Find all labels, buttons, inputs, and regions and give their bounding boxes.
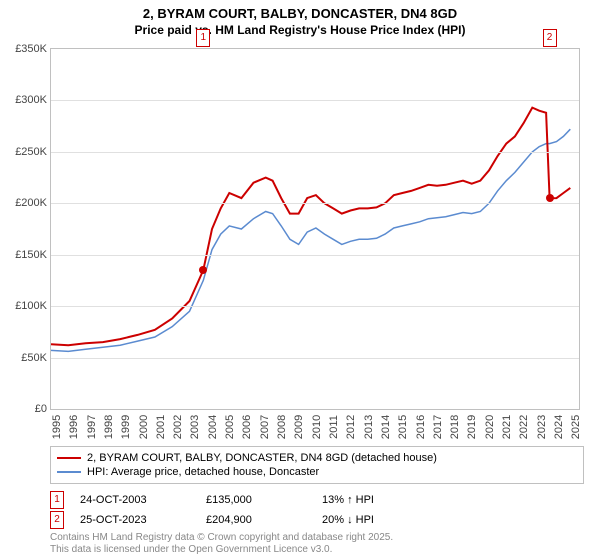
x-axis-label: 1996 xyxy=(68,415,80,439)
x-axis-label: 2020 xyxy=(484,415,496,439)
x-axis-label: 2012 xyxy=(345,415,357,439)
x-axis-label: 2017 xyxy=(432,415,444,439)
y-axis-label: £200K xyxy=(3,197,47,209)
x-axis-label: 2014 xyxy=(380,415,392,439)
legend-swatch xyxy=(57,471,81,473)
x-axis-label: 2018 xyxy=(449,415,461,439)
footer-line-1: Contains HM Land Registry data © Crown c… xyxy=(50,532,393,544)
legend-label: HPI: Average price, detached house, Donc… xyxy=(87,466,319,478)
legend-swatch xyxy=(57,457,81,459)
x-axis-label: 2010 xyxy=(311,415,323,439)
gridline xyxy=(51,152,579,153)
x-axis-label: 2003 xyxy=(189,415,201,439)
x-axis-label: 2015 xyxy=(397,415,409,439)
x-axis-label: 2011 xyxy=(328,415,340,439)
sale-date: 24-OCT-2003 xyxy=(80,494,190,506)
sale-delta: 20% ↓ HPI xyxy=(322,514,374,526)
x-axis-label: 2019 xyxy=(466,415,478,439)
x-axis-label: 2021 xyxy=(501,415,513,439)
x-axis-label: 2023 xyxy=(536,415,548,439)
x-axis-label: 1999 xyxy=(120,415,132,439)
series-line xyxy=(51,108,570,346)
y-axis-label: £300K xyxy=(3,94,47,106)
x-axis-label: 2022 xyxy=(518,415,530,439)
page-subtitle: Price paid vs. HM Land Registry's House … xyxy=(0,23,600,41)
x-axis-label: 2008 xyxy=(276,415,288,439)
plot-area: £0£50K£100K£150K£200K£250K£300K£350K 199… xyxy=(50,48,580,410)
x-axis-label: 1995 xyxy=(51,415,63,439)
gridline xyxy=(51,358,579,359)
x-axis-label: 2001 xyxy=(155,415,167,439)
sale-price: £204,900 xyxy=(206,514,306,526)
legend-label: 2, BYRAM COURT, BALBY, DONCASTER, DN4 8G… xyxy=(87,452,437,464)
y-axis-label: £350K xyxy=(3,43,47,55)
sale-delta: 13% ↑ HPI xyxy=(322,494,374,506)
x-axis-label: 2000 xyxy=(138,415,150,439)
x-axis-label: 2024 xyxy=(553,415,565,439)
y-axis-label: £100K xyxy=(3,300,47,312)
sale-dot xyxy=(199,266,207,274)
legend: 2, BYRAM COURT, BALBY, DONCASTER, DN4 8G… xyxy=(50,446,584,484)
series-line xyxy=(51,129,570,351)
chart-container: 2, BYRAM COURT, BALBY, DONCASTER, DN4 8G… xyxy=(0,0,600,560)
gridline xyxy=(51,100,579,101)
sale-price: £135,000 xyxy=(206,494,306,506)
x-axis-label: 2025 xyxy=(570,415,582,439)
x-axis-label: 2002 xyxy=(172,415,184,439)
y-axis-label: £0 xyxy=(3,403,47,415)
footer-line-2: This data is licensed under the Open Gov… xyxy=(50,544,393,556)
x-axis-label: 2006 xyxy=(241,415,253,439)
sale-number-box: 2 xyxy=(50,511,64,529)
page-title: 2, BYRAM COURT, BALBY, DONCASTER, DN4 8G… xyxy=(0,0,600,23)
gridline xyxy=(51,203,579,204)
gridline xyxy=(51,255,579,256)
y-axis-label: £150K xyxy=(3,249,47,261)
y-axis-label: £50K xyxy=(3,352,47,364)
x-axis-label: 1997 xyxy=(86,415,98,439)
legend-item: HPI: Average price, detached house, Donc… xyxy=(57,465,577,479)
x-axis-label: 1998 xyxy=(103,415,115,439)
x-axis-label: 2007 xyxy=(259,415,271,439)
copyright-footer: Contains HM Land Registry data © Crown c… xyxy=(50,532,393,556)
x-axis-label: 2009 xyxy=(293,415,305,439)
sale-marker-box: 1 xyxy=(196,29,210,47)
x-axis-label: 2004 xyxy=(207,415,219,439)
x-axis-label: 2005 xyxy=(224,415,236,439)
sale-row: 1 24-OCT-2003 £135,000 13% ↑ HPI xyxy=(50,490,570,510)
sale-marker-box: 2 xyxy=(543,29,557,47)
x-axis-label: 2013 xyxy=(363,415,375,439)
sale-events: 1 24-OCT-2003 £135,000 13% ↑ HPI 2 25-OCT-202… xyxy=(50,490,570,530)
legend-item: 2, BYRAM COURT, BALBY, DONCASTER, DN4 8G… xyxy=(57,451,577,465)
sale-number-box: 1 xyxy=(50,491,64,509)
gridline xyxy=(51,306,579,307)
x-axis-label: 2016 xyxy=(415,415,427,439)
y-axis-label: £250K xyxy=(3,146,47,158)
sale-row: 2 25-OCT-2023 £204,900 20% ↓ HPI xyxy=(50,510,570,530)
line-chart-svg xyxy=(51,49,579,409)
sale-dot xyxy=(546,194,554,202)
sale-date: 25-OCT-2023 xyxy=(80,514,190,526)
